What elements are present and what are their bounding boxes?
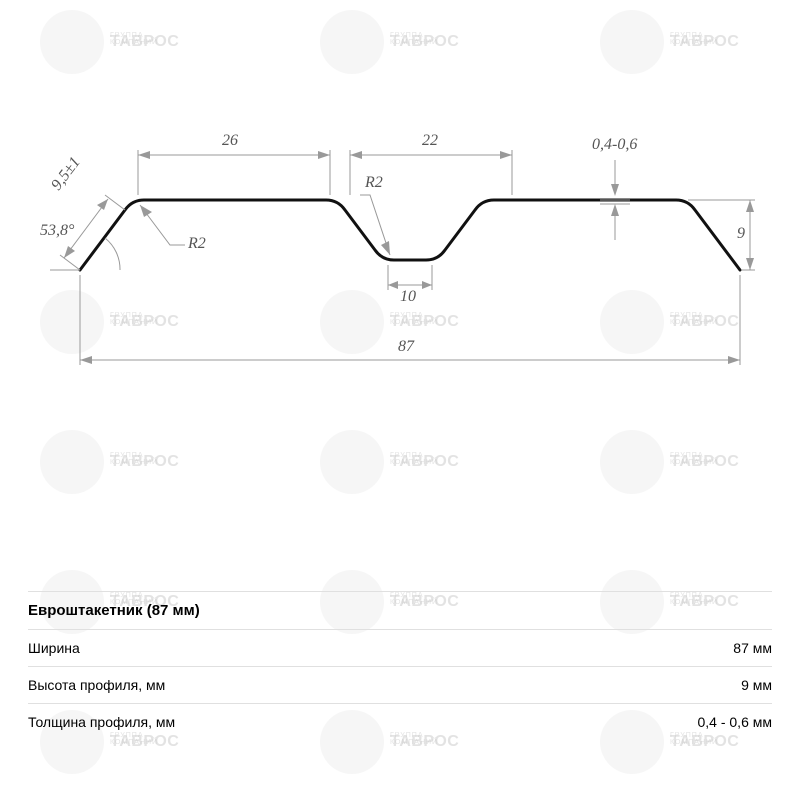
watermark-text: ТАВРОС xyxy=(670,33,739,51)
dim-thickness xyxy=(600,160,630,240)
watermark: ТАВРОС ГРУППА КОМПАНИЙ xyxy=(320,10,384,74)
watermark-sub: ГРУППА КОМПАНИЙ xyxy=(390,32,438,46)
watermark-text: ТАВРОС xyxy=(110,33,179,51)
spec-label: Ширина xyxy=(28,640,80,656)
spec-label: Высота профиля, мм xyxy=(28,677,165,693)
leader-radius-center xyxy=(360,195,390,255)
watermark-sub: ГРУППА КОМПАНИЙ xyxy=(390,452,438,466)
watermark: ТАВРОС ГРУППА КОМПАНИЙ xyxy=(600,430,664,494)
watermark-sub: ГРУППА КОМПАНИЙ xyxy=(670,452,718,466)
profile-path xyxy=(80,200,740,270)
spec-label: Толщина профиля, мм xyxy=(28,714,175,730)
watermark-text: ТАВРОС xyxy=(390,33,459,51)
technical-drawing: 87 26 22 10 9 0,4-0,6 9,5±1 53,8° R2 R2 xyxy=(40,130,760,410)
watermark: ТАВРОС ГРУППА КОМПАНИЙ xyxy=(600,10,664,74)
dim-text-r2-center: R2 xyxy=(365,174,383,192)
specs-title: Евроштакетник (87 мм) xyxy=(28,591,772,629)
dim-text-thickness: 0,4-0,6 xyxy=(592,136,637,154)
leader-radius-left xyxy=(140,205,185,245)
dim-text-height: 9 xyxy=(737,225,745,243)
watermark-text: ТАВРОС xyxy=(670,453,739,471)
watermark: ТАВРОС ГРУППА КОМПАНИЙ xyxy=(40,430,104,494)
profile-svg xyxy=(40,130,760,410)
dim-text-left-flat: 26 xyxy=(222,132,238,150)
spec-value: 9 мм xyxy=(741,677,772,693)
dim-left-flat xyxy=(138,150,330,195)
watermark-sub: ГРУППА КОМПАНИЙ xyxy=(110,32,158,46)
watermark-text: ТАВРОС xyxy=(390,453,459,471)
spec-row: Толщина профиля, мм 0,4 - 0,6 мм xyxy=(28,703,772,740)
specs-table: Евроштакетник (87 мм) Ширина 87 мм Высот… xyxy=(0,591,800,800)
watermark: ТАВРОС ГРУППА КОМПАНИЙ xyxy=(40,10,104,74)
watermark: ТАВРОС ГРУППА КОМПАНИЙ xyxy=(320,430,384,494)
spec-row: Высота профиля, мм 9 мм xyxy=(28,666,772,703)
dim-valley-bottom xyxy=(388,265,432,290)
watermark-text: ТАВРОС xyxy=(110,453,179,471)
spec-value: 87 мм xyxy=(733,640,772,656)
dim-text-valley: 10 xyxy=(400,288,416,306)
dim-text-overall: 87 xyxy=(398,338,414,356)
dim-text-r2-left: R2 xyxy=(188,235,206,253)
spec-value: 0,4 - 0,6 мм xyxy=(697,714,772,730)
spec-row: Ширина 87 мм xyxy=(28,629,772,666)
dim-text-right-flat: 22 xyxy=(422,132,438,150)
watermark-sub: ГРУППА КОМПАНИЙ xyxy=(670,32,718,46)
watermark-sub: ГРУППА КОМПАНИЙ xyxy=(110,452,158,466)
dim-text-angle: 53,8° xyxy=(40,222,74,240)
